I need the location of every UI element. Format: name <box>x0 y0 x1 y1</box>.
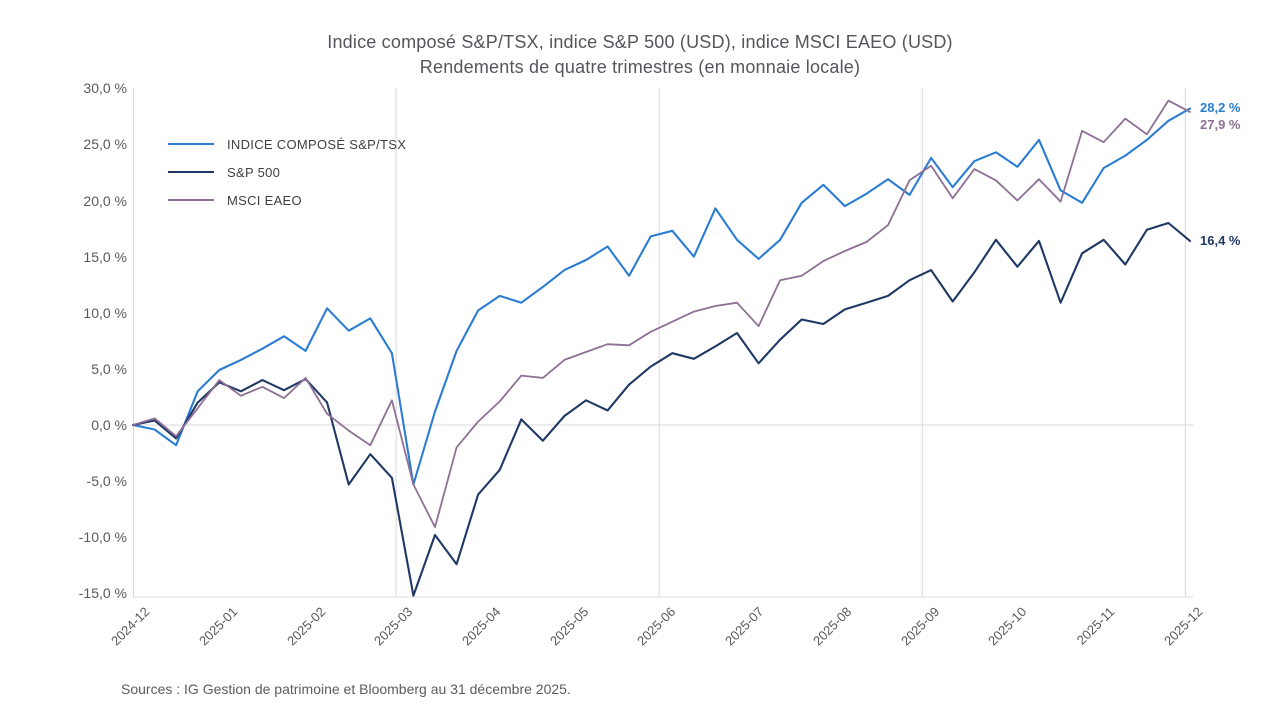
y-tick-label: 25,0 % <box>83 136 127 153</box>
legend-item-tsx: INDICE COMPOSÉ S&P/TSX <box>168 130 406 158</box>
end-value-label-msci: 27,9 % <box>1200 116 1241 132</box>
legend-label-sp500: S&P 500 <box>227 164 281 180</box>
end-value-label-sp500: 16,4 % <box>1200 232 1241 248</box>
legend-item-sp500: S&P 500 <box>168 158 406 186</box>
y-tick-label: 5,0 % <box>91 360 127 377</box>
series-lines <box>131 99 1192 597</box>
y-tick-label: 20,0 % <box>83 192 127 209</box>
chart-title: Indice composé S&P/TSX, indice S&P 500 (… <box>327 32 953 52</box>
legend-label-msci: MSCI EAEO <box>227 192 302 208</box>
legend-item-msci: MSCI EAEO <box>168 186 406 214</box>
y-tick-label: 15,0 % <box>83 248 127 265</box>
source-note: Sources : IG Gestion de patrimoine et Bl… <box>121 681 571 697</box>
y-tick-label: 30,0 % <box>83 80 127 97</box>
line-series-msci <box>132 99 1191 528</box>
legend-swatch-sp500 <box>168 171 214 173</box>
line-series-tsx <box>131 107 1192 486</box>
y-tick-label: -5,0 % <box>86 473 127 490</box>
y-tick-label: -15,0 % <box>78 585 127 602</box>
legend-swatch-msci <box>168 199 214 201</box>
y-tick-label: 10,0 % <box>83 304 127 321</box>
end-value-label-tsx: 28,2 % <box>1200 100 1241 116</box>
chart-legend: INDICE COMPOSÉ S&P/TSX S&P 500 MSCI EAEO <box>168 130 406 214</box>
legend-label-tsx: INDICE COMPOSÉ S&P/TSX <box>227 136 407 152</box>
line-series-sp500 <box>131 221 1192 597</box>
legend-swatch-tsx <box>168 143 214 145</box>
y-tick-label: -10,0 % <box>78 529 127 546</box>
chart-subtitle: Rendements de quatre trimestres (en monn… <box>419 57 861 77</box>
y-tick-label: 0,0 % <box>91 417 127 433</box>
